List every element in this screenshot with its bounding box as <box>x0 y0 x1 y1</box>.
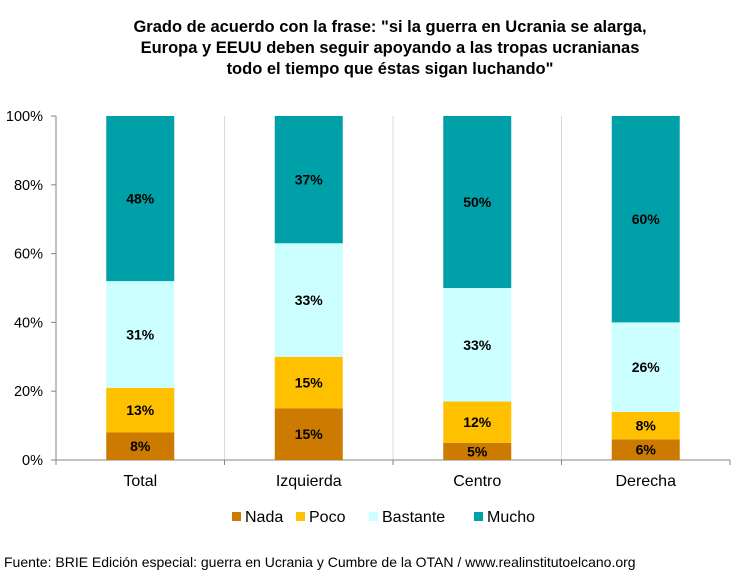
legend-swatch-nada <box>232 512 241 521</box>
legend-label: Poco <box>309 509 346 526</box>
data-label: 33% <box>463 337 492 353</box>
x-tick-label: Izquierda <box>276 473 342 490</box>
chart-title-line: Grado de acuerdo con la frase: "si la gu… <box>133 18 647 36</box>
bar-segment-poco <box>611 411 680 440</box>
data-label: 15% <box>295 426 324 442</box>
chart-title: Grado de acuerdo con la frase: "si la gu… <box>60 17 720 80</box>
y-tick-label: 0% <box>22 453 43 469</box>
x-tick-label: Centro <box>453 473 501 490</box>
bar-segment-nada <box>274 408 343 460</box>
legend-swatch-bastante <box>369 512 378 521</box>
data-label: 26% <box>632 359 661 375</box>
bar-segment-mucho <box>106 116 175 282</box>
stacked-bar-chart: 0% 20% 40% 60% 80% 100% 8% 13% 31% 48% Total 15% 15%… <box>6 109 731 526</box>
data-label: 60% <box>632 211 661 227</box>
bar-segment-mucho <box>274 116 343 244</box>
bar-segment-poco <box>443 401 512 443</box>
legend-label: Mucho <box>487 509 535 526</box>
bar-segment-mucho <box>443 116 512 288</box>
chart-title-line: Europa y EEUU deben seguir apoyando a la… <box>140 39 640 57</box>
data-label: 12% <box>463 414 492 430</box>
bar-segment-nada <box>611 439 680 460</box>
bar-segment-bastante <box>611 322 680 412</box>
legend-swatch-mucho <box>474 512 483 521</box>
bar-segment-nada <box>106 432 175 460</box>
legend-label: Bastante <box>382 509 445 526</box>
y-tick-label: 40% <box>14 315 43 331</box>
bar-segment-bastante <box>443 288 512 402</box>
y-tick-label: 60% <box>14 247 43 263</box>
data-label: 6% <box>636 442 657 458</box>
y-tick-label: 20% <box>14 384 43 400</box>
data-label: 5% <box>467 443 488 459</box>
legend-label: Nada <box>245 509 283 526</box>
bar-segment-bastante <box>106 281 175 388</box>
bar-segment-mucho <box>611 116 680 323</box>
data-label: 8% <box>130 438 151 454</box>
data-label: 31% <box>126 326 155 342</box>
source-note: Fuente: BRIE Edición especial: guerra en… <box>4 554 636 570</box>
chart-title-line: todo el tiempo que éstas sigan luchando" <box>226 60 554 78</box>
data-label: 33% <box>295 292 324 308</box>
bar-segment-bastante <box>274 243 343 357</box>
x-tick-label: Total <box>123 473 157 490</box>
data-label: 8% <box>636 418 657 434</box>
y-tick-label: 80% <box>14 178 43 194</box>
y-tick-label: 100% <box>6 109 43 125</box>
data-label: 48% <box>126 191 155 207</box>
data-label: 50% <box>463 194 492 210</box>
bar-segment-poco <box>274 356 343 409</box>
bar-segment-nada <box>443 442 512 460</box>
data-label: 15% <box>295 375 324 391</box>
legend-swatch-poco <box>296 512 305 521</box>
x-tick-label: Derecha <box>616 473 677 490</box>
data-label: 13% <box>126 402 155 418</box>
data-label: 37% <box>295 172 324 188</box>
bar-segment-poco <box>106 387 175 433</box>
